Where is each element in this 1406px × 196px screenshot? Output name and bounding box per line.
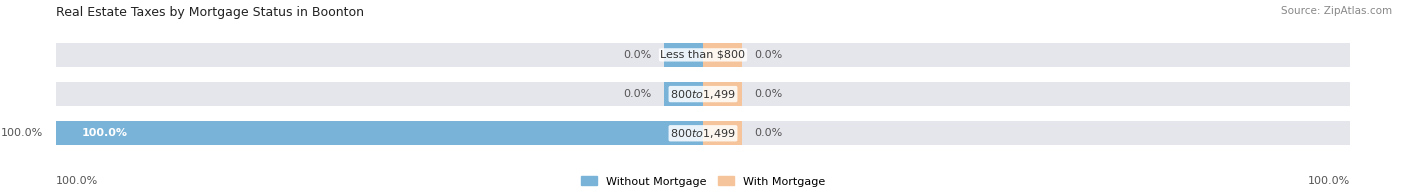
Bar — [703, 43, 742, 67]
Bar — [703, 82, 742, 106]
Text: 0.0%: 0.0% — [755, 89, 783, 99]
Text: 0.0%: 0.0% — [623, 89, 651, 99]
Bar — [56, 121, 703, 145]
Text: 0.0%: 0.0% — [623, 50, 651, 60]
Text: 0.0%: 0.0% — [755, 50, 783, 60]
Text: Source: ZipAtlas.com: Source: ZipAtlas.com — [1281, 6, 1392, 16]
Text: Real Estate Taxes by Mortgage Status in Boonton: Real Estate Taxes by Mortgage Status in … — [56, 6, 364, 19]
Bar — [664, 82, 703, 106]
Text: 100.0%: 100.0% — [1308, 176, 1350, 186]
Text: $800 to $1,499: $800 to $1,499 — [671, 127, 735, 140]
Bar — [56, 121, 1350, 145]
Text: 100.0%: 100.0% — [82, 128, 128, 138]
Bar — [664, 43, 703, 67]
Bar — [56, 82, 1350, 106]
Text: $800 to $1,499: $800 to $1,499 — [671, 88, 735, 101]
Bar — [703, 121, 742, 145]
Legend: Without Mortgage, With Mortgage: Without Mortgage, With Mortgage — [581, 176, 825, 187]
Text: 100.0%: 100.0% — [56, 176, 98, 186]
Text: 0.0%: 0.0% — [755, 128, 783, 138]
Text: Less than $800: Less than $800 — [661, 50, 745, 60]
Text: 100.0%: 100.0% — [1, 128, 44, 138]
Bar — [56, 43, 1350, 67]
